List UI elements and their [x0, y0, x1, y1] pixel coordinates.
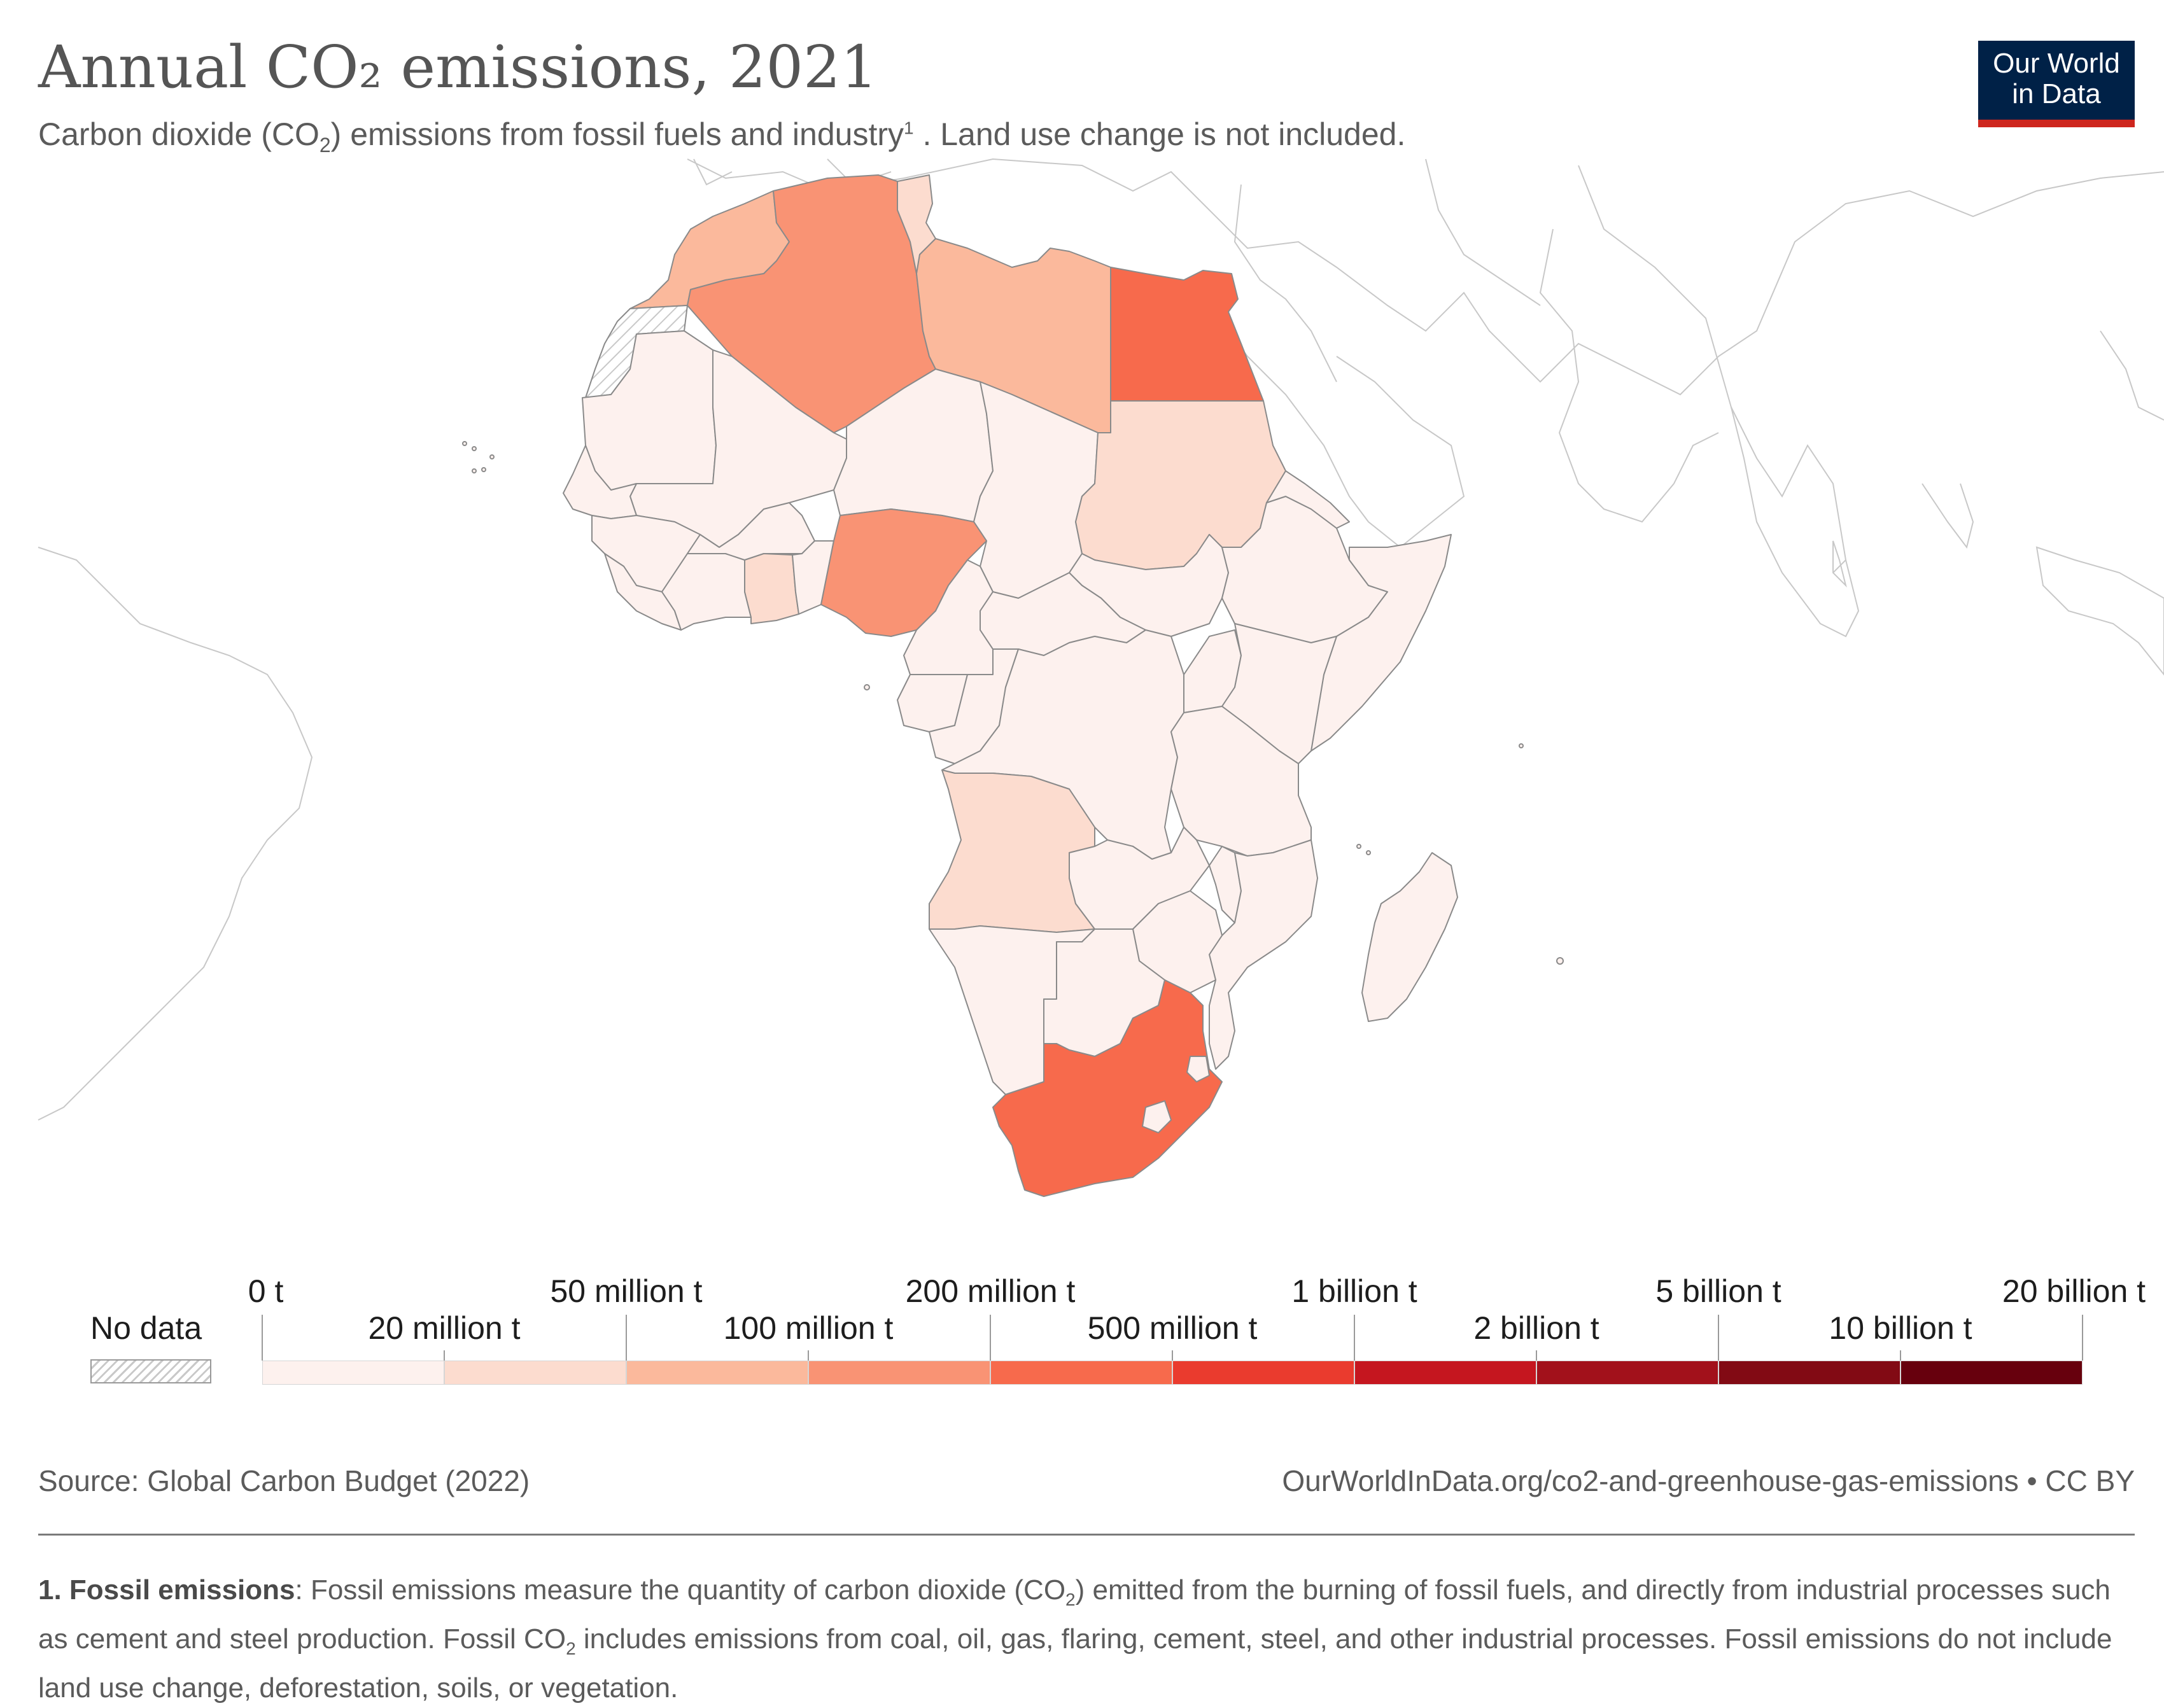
country-ghana[interactable]	[744, 553, 799, 624]
country-egypt[interactable]	[1110, 267, 1264, 402]
legend-tick	[808, 1350, 809, 1361]
country-madagascar[interactable]	[1361, 852, 1458, 1022]
legend-top-label: 5 billion t	[1655, 1273, 1781, 1309]
legend-tick	[1900, 1350, 1901, 1361]
legend-tick	[262, 1315, 263, 1361]
legend-bottom-label: 10 billion t	[1829, 1310, 1972, 1346]
legend-tick	[1354, 1315, 1355, 1361]
country-south-africa[interactable]	[992, 979, 1223, 1197]
legend-tick	[626, 1315, 627, 1361]
chart-title: Annual CO₂ emissions, 2021	[38, 33, 878, 101]
legend-swatch-3[interactable]	[808, 1361, 990, 1385]
legend-swatch-4[interactable]	[990, 1361, 1172, 1385]
footnote: 1. Fossil emissions: Fossil emissions me…	[38, 1574, 2112, 1704]
country-zambia[interactable]	[1069, 827, 1210, 930]
legend-tick	[2082, 1315, 2083, 1361]
legend-bottom-label: 2 billion t	[1473, 1310, 1599, 1346]
africa-map	[38, 158, 2164, 1197]
country-eritrea[interactable]	[1266, 470, 1350, 529]
legend-top-label: 1 billion t	[1291, 1273, 1417, 1309]
legend-bottom-label: 20 million t	[368, 1310, 521, 1346]
background-land-outlines	[38, 158, 2164, 1121]
country-kenya[interactable]	[1221, 623, 1337, 764]
legend-top-label: 50 million t	[550, 1273, 703, 1309]
legend-swatch-7[interactable]	[1536, 1361, 1718, 1385]
country-layer	[563, 174, 1458, 1197]
country-mozambique[interactable]	[1209, 839, 1318, 1070]
country-somalia[interactable]	[1310, 534, 1452, 752]
legend-bottom-label: 100 million t	[723, 1310, 894, 1346]
country-angola[interactable]	[929, 769, 1095, 933]
legend-swatch-2[interactable]	[626, 1361, 808, 1385]
chart-subtitle: Carbon dioxide (CO2) emissions from foss…	[38, 116, 1406, 157]
legend-swatch-6[interactable]	[1354, 1361, 1536, 1385]
legend-top-label: 0 t	[248, 1273, 284, 1309]
legend-swatch-0[interactable]	[262, 1361, 444, 1385]
country-lesotho[interactable]	[1142, 1100, 1172, 1133]
legend-tick	[1536, 1350, 1537, 1361]
legend-no-data-label: No data	[90, 1310, 202, 1346]
source-url[interactable]: OurWorldInData.org/co2-and-greenhouse-ga…	[1282, 1464, 2135, 1497]
legend-tick	[990, 1315, 991, 1361]
legend-top-label: 20 billion t	[2002, 1273, 2146, 1309]
legend-tick	[1718, 1315, 1719, 1361]
legend-swatch-9[interactable]	[1901, 1361, 2083, 1385]
legend-swatch-8[interactable]	[1718, 1361, 1901, 1385]
country-eswatini[interactable]	[1186, 1056, 1210, 1082]
legend-no-data-swatch[interactable]	[90, 1359, 211, 1383]
footer-divider	[38, 1534, 2135, 1536]
legend-tick	[1172, 1350, 1173, 1361]
legend-top-label: 200 million t	[905, 1273, 1076, 1309]
legend-swatch-5[interactable]	[1172, 1361, 1354, 1385]
owid-logo[interactable]: Our World in Data	[1978, 41, 2135, 127]
legend-tick	[444, 1350, 445, 1361]
legend-swatch-1[interactable]	[444, 1361, 626, 1385]
legend-bottom-label: 500 million t	[1087, 1310, 1258, 1346]
source-note[interactable]: Source: Global Carbon Budget (2022)	[38, 1464, 530, 1497]
small-islands	[462, 441, 1564, 965]
